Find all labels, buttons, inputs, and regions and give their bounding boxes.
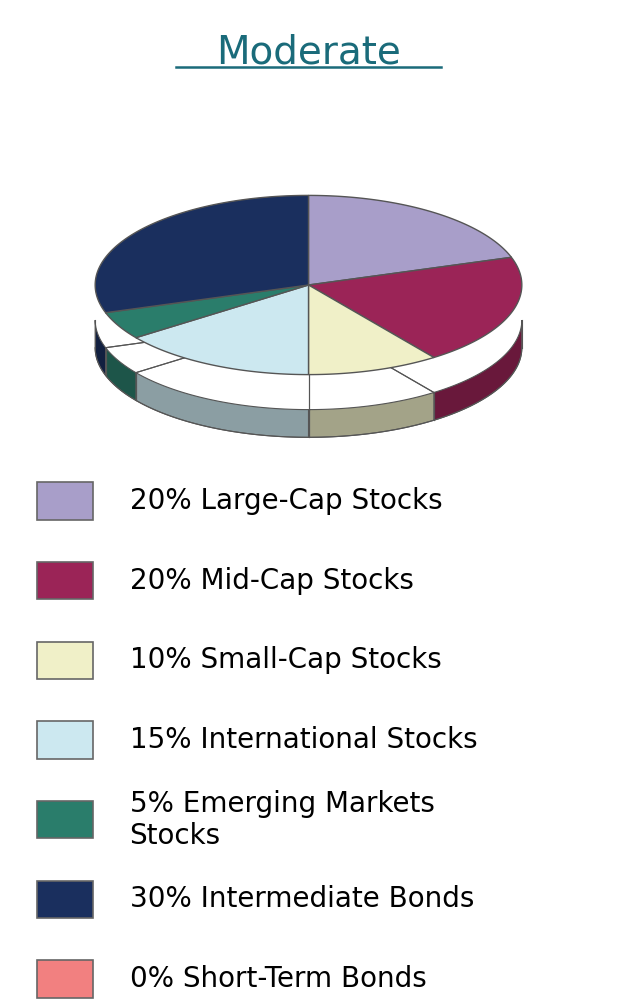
Polygon shape (95, 320, 106, 375)
Text: 0% Short-Term Bonds: 0% Short-Term Bonds (130, 965, 426, 993)
Polygon shape (434, 320, 522, 420)
Text: 30% Intermediate Bonds: 30% Intermediate Bonds (130, 885, 474, 913)
Polygon shape (136, 285, 308, 375)
FancyBboxPatch shape (37, 960, 93, 998)
Polygon shape (308, 285, 434, 375)
Text: 10% Small-Cap Stocks: 10% Small-Cap Stocks (130, 646, 441, 674)
Text: 20% Mid-Cap Stocks: 20% Mid-Cap Stocks (130, 567, 413, 595)
Polygon shape (308, 195, 511, 285)
FancyBboxPatch shape (37, 721, 93, 759)
FancyBboxPatch shape (37, 642, 93, 679)
FancyBboxPatch shape (37, 482, 93, 520)
Text: 20% Large-Cap Stocks: 20% Large-Cap Stocks (130, 487, 442, 515)
Polygon shape (308, 257, 522, 357)
Polygon shape (106, 285, 308, 338)
FancyBboxPatch shape (37, 801, 93, 838)
Text: 5% Emerging Markets
Stocks: 5% Emerging Markets Stocks (130, 790, 434, 850)
Text: Moderate: Moderate (216, 34, 401, 72)
Polygon shape (95, 195, 308, 313)
FancyBboxPatch shape (37, 881, 93, 918)
FancyBboxPatch shape (37, 562, 93, 599)
Text: 15% International Stocks: 15% International Stocks (130, 726, 477, 754)
Polygon shape (136, 373, 308, 437)
Polygon shape (308, 392, 434, 437)
Polygon shape (106, 348, 136, 400)
